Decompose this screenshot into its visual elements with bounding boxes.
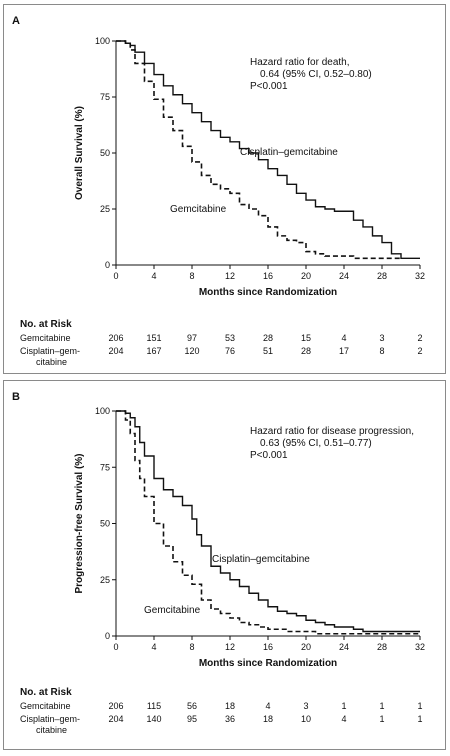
risk-count: 167 [146,346,162,356]
cisplatin-gemcitabine-curve [116,410,420,633]
y-tick-label: 50 [100,519,110,529]
y-axis-label: Progression-free Survival (%) [74,453,85,593]
risk-count: 204 [108,714,124,724]
panel-label: A [12,15,20,27]
panel-label: B [12,391,20,403]
series-label: Cisplatin–gemcitabine [240,147,338,158]
x-axis-label: Months since Randomization [199,287,337,298]
risk-count: 18 [262,714,273,724]
hazard-ratio-annotation: Hazard ratio for death, [250,57,350,68]
risk-count: 56 [186,701,197,711]
risk-count: 151 [146,333,162,343]
risk-count: 28 [262,333,273,343]
x-tick-label: 4 [151,271,156,281]
y-tick-label: 50 [100,148,110,158]
x-tick-label: 0 [113,642,118,652]
gemcitabine-curve [116,40,401,260]
panel-b: B 0 25 50 75 100 0 4 8 12 16 20 24 28 32 Months since … [3,380,446,750]
y-axis-label: Overall Survival (%) [74,106,85,200]
y-tick-label: 0 [105,631,110,641]
x-tick-label: 16 [263,642,273,652]
risk-count: 115 [146,701,162,711]
risk-count: 140 [146,714,162,724]
x-tick-label: 8 [189,271,194,281]
x-tick-label: 20 [301,271,311,281]
x-tick-label: 28 [377,271,387,281]
risk-row-label-gemcitabine: Gemcitabine [20,333,71,343]
panel-a: A 0 25 50 75 100 0 4 8 12 16 20 24 28 32 Months since … [3,4,446,374]
risk-count: 95 [186,714,197,724]
gemcitabine-curve [116,410,420,635]
risk-count: 206 [108,333,124,343]
x-tick-label: 12 [225,642,235,652]
y-tick-label: 25 [100,204,110,214]
risk-count: 4 [341,333,347,343]
x-tick-label: 24 [339,271,349,281]
hazard-ratio-annotation: 0.63 (95% CI, 0.51–0.77) [260,438,372,449]
x-tick-label: 4 [151,642,156,652]
hazard-ratio-annotation: Hazard ratio for disease progression, [250,426,414,437]
risk-table-title: No. at Risk [20,687,72,698]
risk-count: 2 [417,346,423,356]
risk-count: 3 [379,333,385,343]
x-tick-label: 32 [415,271,425,281]
risk-row-label-gemcitabine: Gemcitabine [20,701,71,711]
risk-count: 206 [108,701,124,711]
x-tick-label: 8 [189,642,194,652]
risk-row-label-cisplatin: Cisplatin–gem- citabine [20,714,81,735]
risk-count: 1 [417,701,423,711]
risk-count: 1 [379,714,385,724]
risk-count: 8 [379,346,385,356]
risk-count: 120 [184,346,200,356]
progression-free-survival-chart: 0 25 50 75 100 0 4 8 12 16 20 24 28 32 Months since Ra… [74,406,425,669]
series-label: Cisplatin–gemcitabine [212,554,310,565]
risk-count: 17 [338,346,349,356]
risk-count: 10 [300,714,311,724]
risk-count: 53 [224,333,235,343]
risk-count: 97 [186,333,197,343]
x-tick-label: 28 [377,642,387,652]
risk-count: 4 [341,714,347,724]
cisplatin-gemcitabine-curve [116,40,420,259]
risk-count: 3 [303,701,309,711]
y-tick-label: 75 [100,462,110,472]
x-tick-label: 24 [339,642,349,652]
hazard-ratio-annotation: P<0.001 [250,450,288,461]
series-label: Gemcitabine [170,204,227,215]
risk-count: 4 [265,701,271,711]
series-label: Gemcitabine [144,605,201,616]
x-axis-label: Months since Randomization [199,658,337,669]
y-tick-label: 75 [100,92,110,102]
risk-count: 18 [224,701,235,711]
x-tick-label: 0 [113,271,118,281]
risk-count: 1 [341,701,347,711]
risk-count: 1 [417,714,423,724]
x-tick-label: 20 [301,642,311,652]
y-tick-label: 0 [105,260,110,270]
risk-count: 51 [262,346,273,356]
risk-row-label-cisplatin: Cisplatin–gem- citabine [20,346,81,367]
hazard-ratio-annotation: P<0.001 [250,81,288,92]
risk-count: 204 [108,346,124,356]
risk-count: 1 [379,701,385,711]
y-tick-label: 100 [95,406,110,416]
risk-count: 36 [224,714,235,724]
hazard-ratio-annotation: 0.64 (95% CI, 0.52–0.80) [260,69,372,80]
x-tick-label: 12 [225,271,235,281]
risk-count: 2 [417,333,423,343]
risk-count: 15 [300,333,311,343]
risk-table-title: No. at Risk [20,319,72,330]
risk-count: 76 [224,346,235,356]
risk-count: 28 [300,346,311,356]
x-tick-label: 16 [263,271,273,281]
overall-survival-chart: 0 25 50 75 100 0 4 8 12 16 20 24 28 32 Months since Ra… [74,36,425,298]
y-tick-label: 100 [95,36,110,46]
y-tick-label: 25 [100,575,110,585]
x-tick-label: 32 [415,642,425,652]
